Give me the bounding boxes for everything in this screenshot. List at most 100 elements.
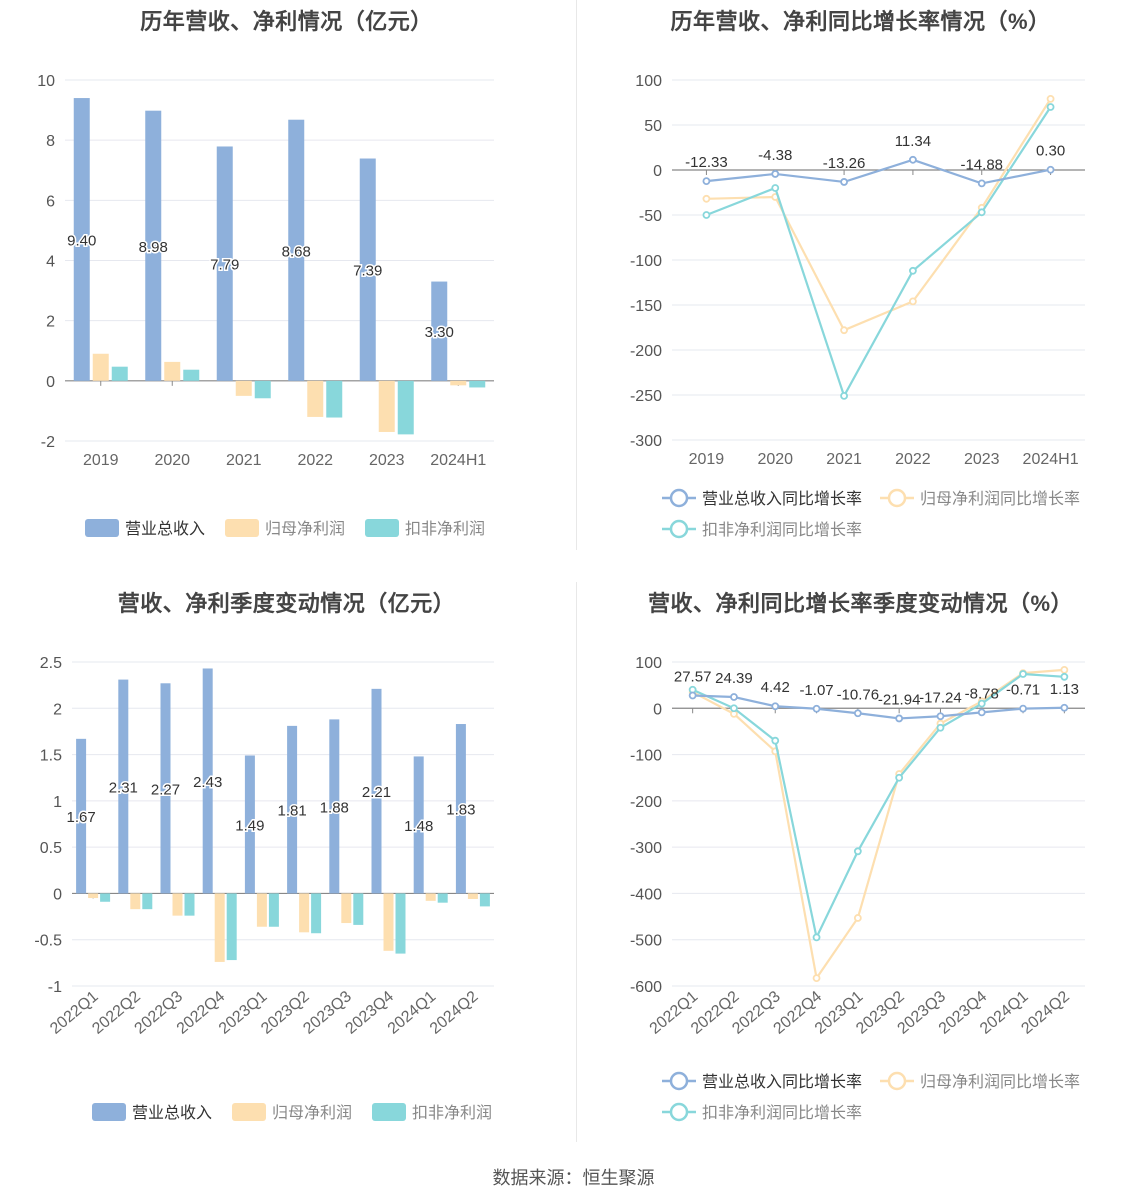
data-point-2 bbox=[771, 184, 780, 192]
data-label: 1.67 bbox=[66, 809, 95, 826]
y-tick-label: 1 bbox=[53, 794, 62, 811]
data-label: 4.42 bbox=[761, 679, 790, 696]
bar-2 bbox=[142, 893, 153, 910]
quarterly-growth-chart: -600-500-400-300-200-10001002022Q12022Q2… bbox=[630, 655, 1085, 1122]
y-tick-label: -300 bbox=[630, 433, 662, 450]
data-label: 9.40 bbox=[67, 232, 96, 249]
data-point-1 bbox=[702, 194, 711, 203]
data-label: 27.57 bbox=[674, 669, 712, 686]
data-label: -0.71 bbox=[1006, 682, 1040, 699]
legend-swatch bbox=[669, 1102, 689, 1122]
y-tick-label: -100 bbox=[630, 253, 662, 270]
data-label: 7.79 bbox=[210, 257, 239, 274]
data-label: -12.33 bbox=[685, 154, 728, 171]
data-label: 8.68 bbox=[282, 243, 311, 260]
bar-1 bbox=[172, 893, 183, 916]
bar-1 bbox=[383, 893, 394, 951]
data-label: -21.94 bbox=[878, 691, 921, 708]
bar-0 bbox=[287, 725, 298, 894]
data-label: 1.88 bbox=[320, 799, 349, 816]
legend-label: 营业总收入同比增长率 bbox=[702, 1073, 862, 1091]
data-point-1 bbox=[1046, 95, 1055, 103]
data-label: 1.49 bbox=[235, 817, 264, 834]
legend-label: 扣非净利润 bbox=[405, 520, 485, 538]
y-tick-label: 6 bbox=[46, 193, 55, 210]
legend-swatch bbox=[232, 1103, 266, 1121]
chart-title: 历年营收、净利同比增长率情况（%） bbox=[670, 9, 1051, 34]
annual-revenue-profit-panel: 历年营收、净利情况（亿元） -2 0 2 4 6 8 10 2019 2020 2021 2022 2… bbox=[0, 0, 573, 580]
data-label: 8.98 bbox=[139, 239, 168, 256]
bar-1 bbox=[467, 893, 478, 899]
data-point-0 bbox=[1046, 165, 1055, 174]
data-label: 0.30 bbox=[1036, 143, 1065, 160]
bar-1 bbox=[164, 361, 181, 381]
chart-title: 营收、净利同比增长率季度变动情况（%） bbox=[647, 591, 1074, 616]
bar-2 bbox=[184, 893, 195, 916]
legend-swatch bbox=[365, 519, 399, 537]
data-point-0 bbox=[771, 170, 780, 178]
data-source: 数据来源：恒生聚源 bbox=[492, 1168, 655, 1188]
bar-2 bbox=[311, 893, 322, 934]
annual-revenue-profit-chart: -2 0 2 4 6 8 10 2019 2020 2021 2022 2023 2024H1 9.40 8… bbox=[37, 73, 494, 538]
bar-0 bbox=[431, 281, 448, 381]
data-point-2 bbox=[1019, 670, 1027, 678]
x-tick-label: 2024H1 bbox=[430, 452, 486, 469]
chart-title: 历年营收、净利情况（亿元） bbox=[140, 9, 433, 34]
data-point-0 bbox=[977, 179, 986, 188]
bar-0 bbox=[455, 724, 466, 894]
legend-swatch bbox=[669, 1071, 689, 1091]
x-tick-label: 2023 bbox=[369, 452, 405, 469]
bar-2 bbox=[479, 893, 490, 907]
data-label: -13.26 bbox=[823, 155, 866, 172]
bar-2 bbox=[100, 893, 111, 902]
bar-1 bbox=[425, 893, 436, 901]
bar-0 bbox=[244, 755, 255, 894]
x-tick-label: 2024H1 bbox=[1023, 451, 1079, 468]
bar-2 bbox=[254, 380, 271, 399]
data-label: -14.88 bbox=[960, 156, 1003, 173]
bar-0 bbox=[145, 110, 162, 381]
data-point-0 bbox=[771, 702, 780, 711]
quarterly-revenue-profit-panel: 营收、净利季度变动情况（亿元） -1 -0.5 0 0.5 1 1.5 2 2.5 2022Q1… bbox=[0, 582, 573, 1162]
data-label: -1.07 bbox=[799, 682, 833, 699]
bar-1 bbox=[299, 893, 310, 933]
data-point-2 bbox=[771, 736, 780, 745]
data-label: 1.83 bbox=[446, 802, 475, 819]
data-point-2 bbox=[1046, 103, 1055, 111]
bar-1 bbox=[307, 380, 324, 417]
bar-1 bbox=[214, 893, 225, 962]
legend-swatch bbox=[887, 1071, 907, 1091]
bar-1 bbox=[235, 380, 252, 396]
y-tick-label: 10 bbox=[37, 73, 55, 90]
bar-0 bbox=[371, 688, 382, 894]
series-line-1 bbox=[706, 98, 1052, 332]
legend-label: 扣非净利润同比增长率 bbox=[702, 1104, 862, 1122]
legend-swatch bbox=[669, 488, 689, 508]
y-tick-label: -100 bbox=[630, 748, 662, 765]
x-tick-label: 2021 bbox=[226, 452, 262, 469]
y-tick-label: -200 bbox=[630, 794, 662, 811]
bar-1 bbox=[256, 893, 267, 927]
y-tick-label: 50 bbox=[644, 118, 662, 135]
x-tick-label: 2022 bbox=[895, 451, 931, 468]
bar-0 bbox=[216, 146, 233, 381]
legend-label: 归母净利润同比增长率 bbox=[920, 1073, 1080, 1091]
data-point-2 bbox=[895, 773, 904, 782]
y-tick-label: 2 bbox=[46, 314, 55, 331]
x-tick-label: 2024Q2 bbox=[427, 988, 482, 1038]
bar-2 bbox=[469, 380, 486, 388]
data-point-2 bbox=[853, 847, 862, 856]
y-tick-label: 8 bbox=[46, 133, 55, 150]
bar-1 bbox=[130, 893, 141, 910]
data-label: 1.48 bbox=[404, 818, 433, 835]
bar-0 bbox=[73, 98, 90, 381]
chart-title: 营收、净利季度变动情况（亿元） bbox=[117, 591, 456, 616]
bar-1 bbox=[450, 380, 467, 386]
bar-1 bbox=[88, 893, 99, 899]
annual-growth-panel: 历年营收、净利同比增长率情况（%） -300 -250 -200 -150 -100 -5… bbox=[574, 0, 1147, 580]
legend-label: 归母净利润 bbox=[265, 520, 345, 538]
data-point-2 bbox=[812, 933, 821, 942]
x-tick-label: 2020 bbox=[757, 451, 793, 468]
data-point-2 bbox=[977, 699, 986, 708]
data-label: 2.31 bbox=[109, 780, 138, 797]
